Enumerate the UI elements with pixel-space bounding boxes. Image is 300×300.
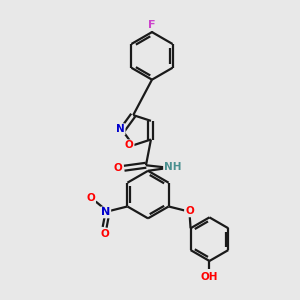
Text: O: O [114, 163, 123, 173]
Text: N: N [116, 124, 125, 134]
Text: O: O [125, 140, 134, 150]
Text: NH: NH [164, 162, 182, 172]
Text: N: N [101, 207, 110, 218]
Text: F: F [148, 20, 156, 30]
Text: OH: OH [201, 272, 218, 282]
Text: O: O [86, 193, 95, 202]
Text: O: O [100, 229, 109, 239]
Text: O: O [185, 206, 194, 216]
